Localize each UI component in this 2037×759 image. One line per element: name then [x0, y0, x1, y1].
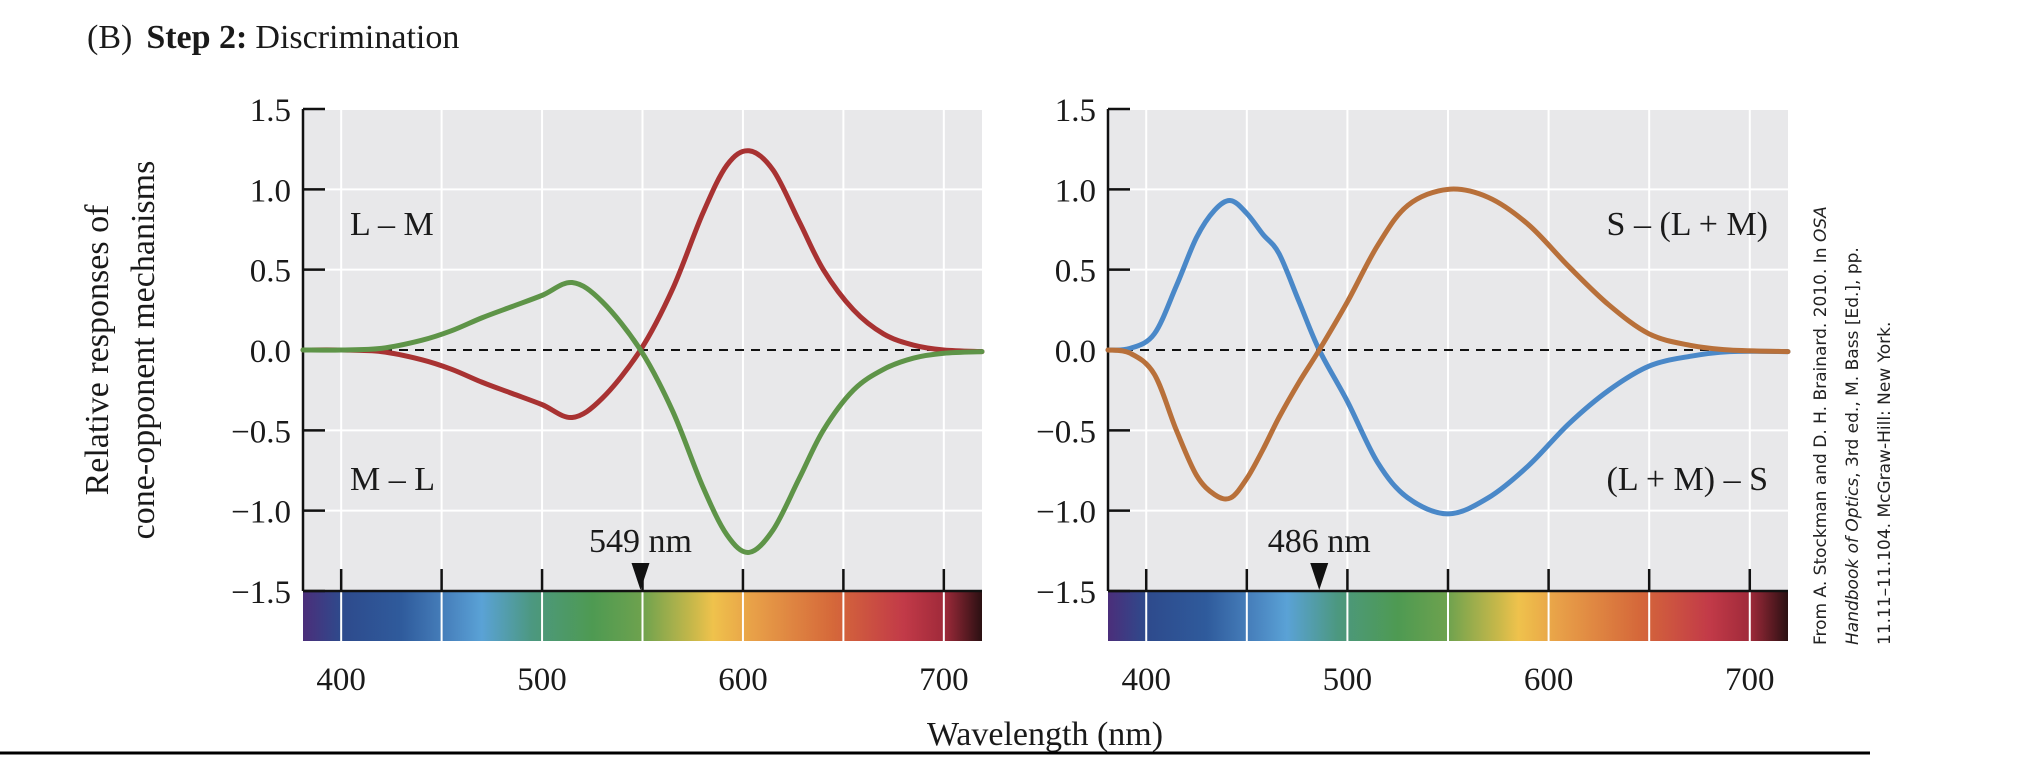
series-label: L – M — [350, 206, 434, 243]
x-tick-label: 700 — [1725, 662, 1775, 698]
svg-text:From A. Stockman and D. H. Bra: From A. Stockman and D. H. Brainard. 201… — [1811, 206, 1831, 645]
series-label: M – L — [350, 461, 435, 498]
crossover-arrow-icon — [631, 563, 650, 590]
x-tick-label: 600 — [1524, 662, 1574, 698]
y-tick-label: 1.0 — [1055, 173, 1096, 209]
figure-title: (B) Step 2: Discrimination — [87, 19, 459, 56]
y-axis-label: Relative responses of cone-opponent mech… — [79, 161, 162, 540]
svg-text:11.11–11.104. McGraw-Hill: New: 11.11–11.104. McGraw-Hill: New York. — [1875, 322, 1895, 645]
x-tick-label: 400 — [1121, 662, 1171, 698]
x-tick-label: 500 — [1323, 662, 1373, 698]
y-tick-label: 0.0 — [1055, 334, 1096, 370]
series-line-0 — [1105, 198, 1791, 517]
crossover-label: 486 nm — [1268, 523, 1371, 560]
credit: From A. Stockman and D. H. Brainard. 201… — [1811, 206, 1895, 645]
y-tick-label: −1.5 — [231, 575, 291, 611]
crossover-arrow-icon — [1310, 563, 1329, 590]
y-tick-label: −1.0 — [1036, 495, 1096, 531]
y-tick-label: −1.5 — [1036, 575, 1096, 611]
x-tick-label: 600 — [718, 662, 768, 698]
x-tick-label: 500 — [517, 662, 567, 698]
panel-s: 1.5 1.0 0.5 0.0 −0.5 −1.0 −1.5 400 500 600 700 S – … — [1036, 93, 1791, 698]
y-tick-label: 1.5 — [1055, 93, 1096, 129]
svg-text:cone-opponent mechanisms: cone-opponent mechanisms — [125, 161, 162, 540]
panel-lm: 1.5 1.0 0.5 0.0 −0.5 −1.0 −1.5 400 500 600 700 L – … — [231, 93, 985, 698]
x-tick-label: 400 — [316, 662, 366, 698]
crossover-label: 549 nm — [589, 523, 692, 560]
y-tick-label: −0.5 — [231, 414, 291, 450]
y-tick-label: 0.0 — [250, 334, 291, 370]
y-tick-label: 0.5 — [250, 254, 291, 290]
series-label: S – (L + M) — [1607, 206, 1768, 243]
svg-text:Handbook of Optics, 3rd ed., M: Handbook of Optics, 3rd ed., M. Bass [Ed… — [1843, 247, 1863, 645]
y-tick-label: −1.0 — [231, 495, 291, 531]
y-tick-label: 1.5 — [250, 93, 291, 129]
x-tick-label: 700 — [919, 662, 969, 698]
series-label: (L + M) – S — [1607, 461, 1768, 498]
svg-text:Relative responses of: Relative responses of — [79, 204, 116, 495]
y-tick-label: 1.0 — [250, 173, 291, 209]
y-tick-label: −0.5 — [1036, 414, 1096, 450]
x-axis-label: Wavelength (nm) — [927, 716, 1163, 753]
series-line-1 — [300, 280, 985, 555]
series-line-0 — [300, 148, 985, 420]
series-line-1 — [1105, 186, 1791, 502]
y-tick-label: 0.5 — [1055, 254, 1096, 290]
